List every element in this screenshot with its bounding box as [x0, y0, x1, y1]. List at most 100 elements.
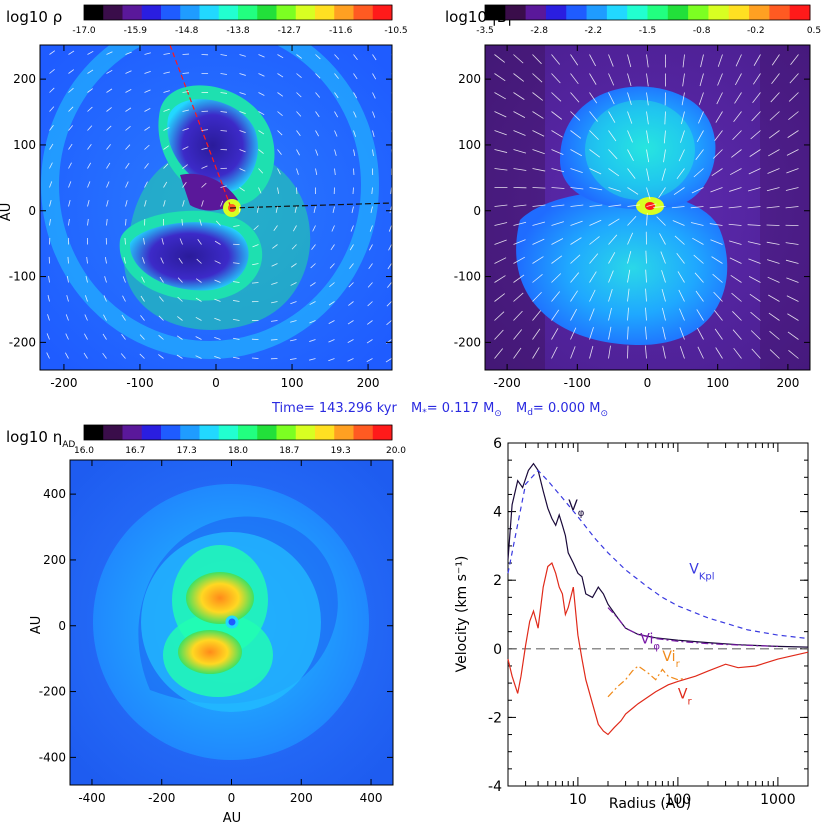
bfield-arrow	[551, 130, 563, 138]
bfield-arrow	[494, 92, 506, 100]
bfield-arrow	[645, 250, 647, 264]
bfield-arrow	[682, 54, 685, 68]
density-velocity-arrow	[220, 73, 228, 75]
bfield-arrow	[627, 326, 629, 340]
density-velocity-arrow	[160, 257, 164, 264]
density-velocity-arrow	[389, 206, 392, 213]
bfield-arrow	[710, 187, 723, 193]
density-colorbar-swatch	[238, 5, 258, 20]
eta-colorbar-label-main: log10 η	[6, 428, 62, 446]
density-velocity-arrow	[176, 354, 183, 359]
bfield-arrow	[570, 272, 580, 283]
density-velocity-arrow	[140, 295, 145, 302]
velocity-y-tick-label: -2	[488, 710, 502, 726]
eta-colorbar-swatch	[103, 425, 123, 440]
bfield-arrow	[646, 92, 649, 106]
density-velocity-arrow	[49, 87, 55, 93]
bfield-arrow	[627, 232, 634, 245]
density-velocity-arrow	[258, 168, 264, 174]
eta-colorbar: log10 ηAD 16.0 16.7 17.3 18.0 18.7 19.3 20.0	[6, 424, 406, 456]
bfield-arrow	[627, 168, 636, 179]
density-velocity-arrow	[125, 218, 127, 226]
bfield-arrow	[730, 275, 742, 283]
bfield-arrow	[608, 73, 615, 86]
density-velocity-arrow	[353, 130, 356, 137]
density-velocity-arrow	[312, 225, 316, 232]
density-velocity-arrow	[65, 352, 69, 359]
density-velocity-arrow	[220, 54, 228, 57]
bfield-arrow	[589, 219, 602, 226]
density-y-tick-label: -100	[9, 270, 36, 284]
density-velocity-arrow	[161, 238, 164, 245]
bfield-arrow	[570, 92, 580, 103]
bfield-arrow	[551, 291, 561, 302]
density-velocity-arrow	[275, 206, 278, 213]
bfield-arrow	[679, 308, 685, 321]
bfield-arrow	[696, 130, 704, 142]
density-velocity-arrow	[87, 88, 93, 93]
density-velocity-arrow	[290, 301, 297, 305]
bfield-arrow	[494, 222, 508, 226]
eta-y-tick-label: 400	[43, 487, 66, 501]
density-velocity-arrow	[87, 106, 93, 112]
bfield-x-tick-label: 200	[776, 376, 799, 390]
density-velocity-arrow	[328, 339, 335, 343]
bfield-arrow	[627, 288, 630, 302]
density-velocity-arrow	[277, 149, 282, 155]
density-panel: log10 ρ -17.0 -15.9 -14.8 -13.8 -12.7 -11.6 -1…	[0, 4, 408, 390]
density-velocity-arrow	[370, 206, 373, 213]
bfield-arrow	[681, 111, 685, 125]
bfield-arrow	[695, 290, 704, 302]
bfield-arrow	[532, 92, 544, 101]
bfield-arrow	[748, 168, 761, 175]
bfield-arrow	[570, 327, 577, 340]
eta-x-tick-label: 0	[228, 791, 236, 805]
density-velocity-arrow	[239, 149, 246, 153]
velocity-ylabel: Velocity (km s⁻¹)	[454, 556, 470, 673]
bfield-arrow	[714, 310, 723, 321]
density-colorbar-swatch	[180, 5, 200, 20]
density-velocity-arrow	[163, 108, 170, 112]
density-velocity-arrow	[258, 187, 262, 194]
density-velocity-arrow	[290, 320, 297, 323]
md-value: = 0.000 M	[533, 401, 601, 416]
mstar-subscript: *	[422, 408, 427, 418]
eta-x-tick-label: 200	[290, 791, 313, 805]
bfield-arrow	[551, 255, 563, 264]
density-velocity-arrow	[103, 295, 107, 302]
time-info-text: Time= 143.296 kyr M*= 0.117 M⊙ Md= 0.000…	[271, 401, 608, 420]
bfield-arrow	[608, 204, 622, 207]
density-velocity-arrow	[294, 206, 297, 213]
density-velocity-arrow	[214, 279, 221, 283]
bfield-arrow	[627, 54, 632, 68]
bfield-arrow	[589, 271, 597, 283]
bfield-arrow	[494, 111, 507, 118]
density-velocity-arrow	[372, 73, 377, 80]
bfield-arrow	[645, 326, 647, 340]
time-value: Time= 143.296 kyr	[271, 401, 397, 416]
density-colorbar-swatches	[83, 4, 393, 21]
bfield-arrow	[698, 111, 704, 124]
density-velocity-arrow	[251, 282, 259, 284]
bfield-arrow	[589, 289, 596, 302]
bfield-arrow	[698, 92, 704, 105]
density-x-tick-label: 200	[357, 376, 380, 390]
eta-colorbar-tick-label: 17.3	[177, 446, 197, 456]
bfield-arrow	[551, 149, 564, 156]
bfield-arrow	[532, 347, 540, 359]
density-velocity-arrow	[390, 187, 392, 195]
density-velocity-arrow	[315, 149, 319, 156]
density-velocity-arrow	[315, 130, 320, 137]
bfield-arrow	[785, 187, 799, 191]
bfield-colorbar-swatch	[749, 5, 770, 20]
eta-map	[70, 460, 393, 785]
density-velocity-arrow	[142, 257, 145, 264]
density-velocity-arrow	[296, 54, 302, 59]
eta-colorbar-swatches	[83, 424, 393, 441]
bfield-arrow	[697, 327, 704, 340]
bfield-arrow	[653, 206, 666, 208]
density-map	[40, 45, 392, 370]
density-velocity-arrow	[271, 301, 278, 304]
bfield-arrow	[700, 54, 704, 68]
